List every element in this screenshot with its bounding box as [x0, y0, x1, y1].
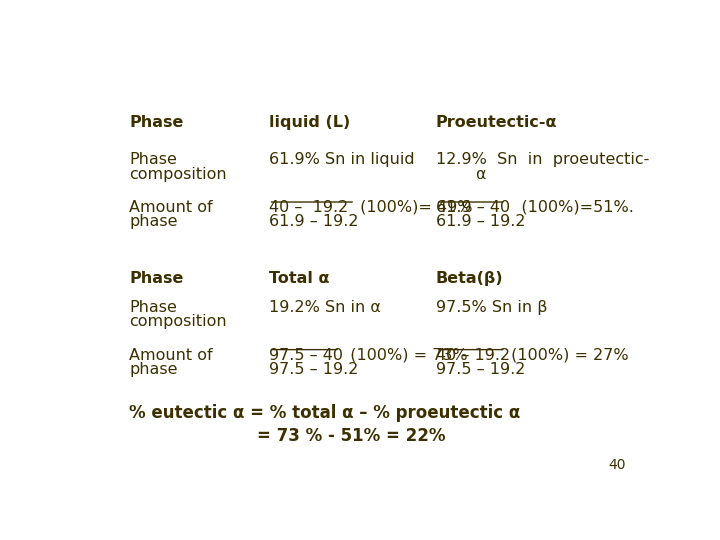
Text: composition: composition [129, 167, 227, 181]
Text: 12.9%  Sn  in  proeutectic-: 12.9% Sn in proeutectic- [436, 152, 649, 167]
Text: Amount of: Amount of [129, 348, 212, 362]
Text: composition: composition [129, 314, 227, 329]
Text: 97.5 – 19.2: 97.5 – 19.2 [436, 362, 526, 377]
Text: 97.5% Sn in β: 97.5% Sn in β [436, 300, 547, 315]
Text: Amount of: Amount of [129, 200, 212, 215]
Text: 19.2% Sn in α: 19.2% Sn in α [269, 300, 380, 315]
Text: Proeutectic-α: Proeutectic-α [436, 114, 557, 130]
Text: 97.5 – 19.2: 97.5 – 19.2 [269, 362, 358, 377]
Text: Phase: Phase [129, 271, 184, 286]
Text: phase: phase [129, 214, 178, 230]
Text: α: α [475, 167, 485, 181]
Text: Phase: Phase [129, 152, 177, 167]
Text: 40 – 19.2: 40 – 19.2 [436, 348, 510, 362]
Text: phase: phase [129, 362, 178, 377]
Text: Beta(β): Beta(β) [436, 271, 503, 286]
Text: = 73 % - 51% = 22%: = 73 % - 51% = 22% [258, 427, 446, 444]
Text: (100%) = 27%: (100%) = 27% [505, 348, 629, 362]
Text: Phase: Phase [129, 300, 177, 315]
Text: 40 –  19.2: 40 – 19.2 [269, 200, 348, 215]
Text: Phase: Phase [129, 114, 184, 130]
Text: liquid (L): liquid (L) [269, 114, 350, 130]
Text: (100%)= 49%: (100%)= 49% [355, 200, 472, 215]
Text: 61.9 – 19.2: 61.9 – 19.2 [269, 214, 358, 230]
Text: Total α: Total α [269, 271, 329, 286]
Text: % eutectic α = % total α – % proeutectic α: % eutectic α = % total α – % proeutectic… [129, 404, 521, 422]
Text: 61.9 – 19.2: 61.9 – 19.2 [436, 214, 526, 230]
Text: 40: 40 [608, 458, 626, 472]
Text: (100%)=51%.: (100%)=51%. [505, 200, 634, 215]
Text: 61.9 – 40: 61.9 – 40 [436, 200, 510, 215]
Text: 61.9% Sn in liquid: 61.9% Sn in liquid [269, 152, 414, 167]
Text: (100%) = 73%: (100%) = 73% [340, 348, 467, 362]
Text: 97.5 – 40: 97.5 – 40 [269, 348, 343, 362]
